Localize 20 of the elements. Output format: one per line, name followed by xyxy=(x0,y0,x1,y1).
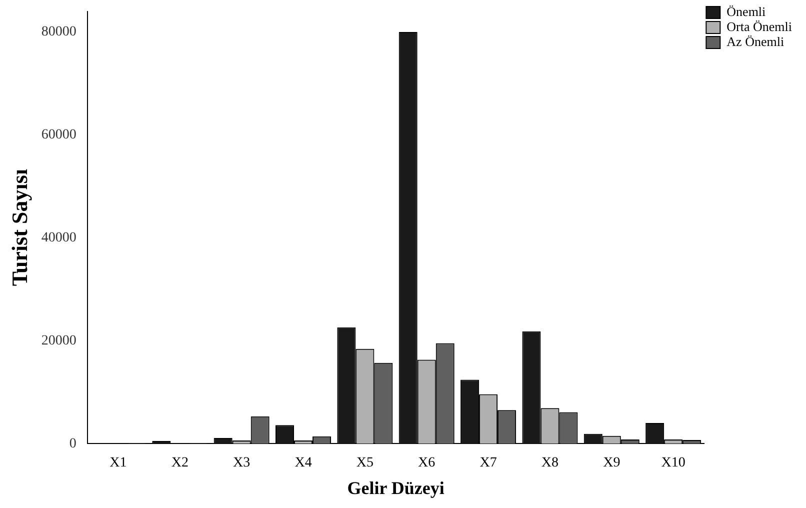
y-tick-label: 80000 xyxy=(41,24,76,40)
y-tick-label: 20000 xyxy=(41,333,76,348)
x-tick-label: X1 xyxy=(110,456,127,471)
x-tick-label: X5 xyxy=(356,456,374,471)
y-tick-label: 60000 xyxy=(41,128,76,143)
legend-label: Az Önemli xyxy=(726,34,784,49)
x-tick-label: X6 xyxy=(418,456,436,471)
x-tick-label: X4 xyxy=(294,456,312,471)
x-tick-label: X8 xyxy=(541,456,559,471)
x-tick-label: X2 xyxy=(171,456,188,471)
x-tick-label: X7 xyxy=(480,456,497,471)
y-tick-label: 0 xyxy=(69,436,76,452)
y-axis-title: Turist Sayısı xyxy=(6,168,32,286)
x-tick-label: X9 xyxy=(603,456,620,471)
y-tick-label: 40000 xyxy=(41,230,76,246)
x-tick-label: X10 xyxy=(661,456,686,471)
x-axis-title: Gelir Düzeyi xyxy=(347,478,444,498)
x-tick-label: X3 xyxy=(233,456,250,471)
legend-label: Orta Önemli xyxy=(726,18,792,34)
legend-label: Önemli xyxy=(726,4,766,19)
